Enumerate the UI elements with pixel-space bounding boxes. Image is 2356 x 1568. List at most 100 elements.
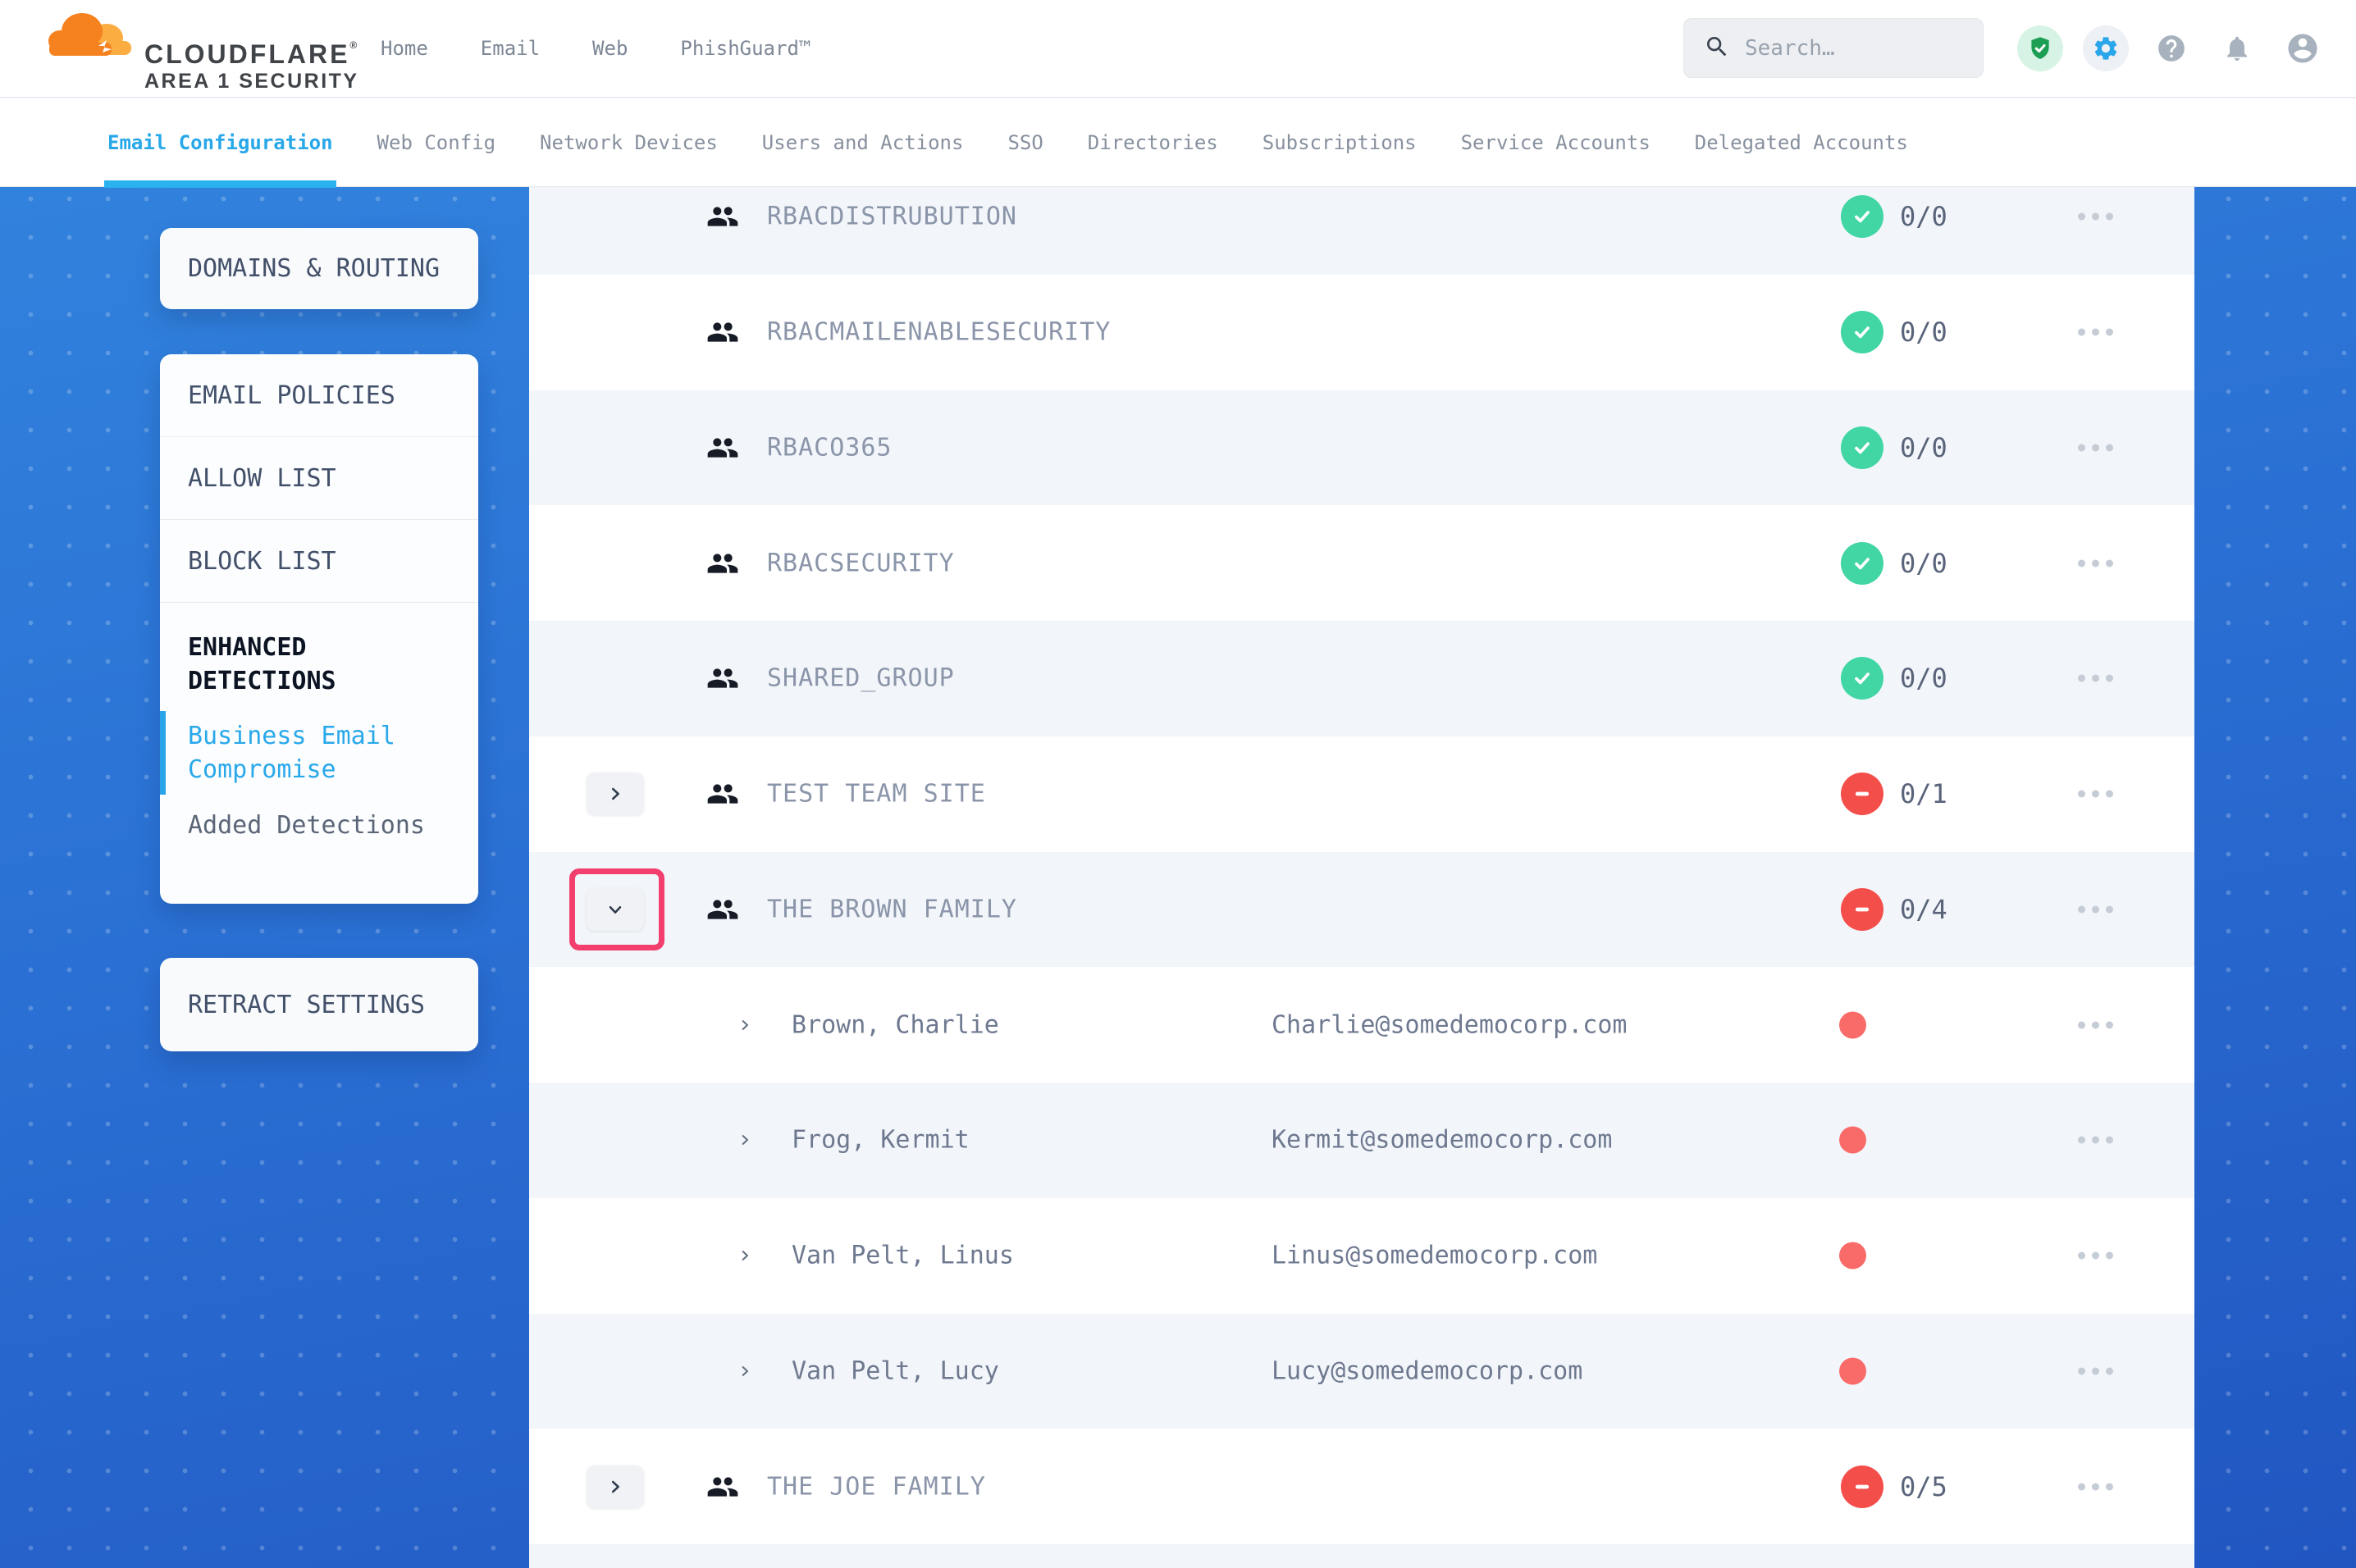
group-name: THE BROWN FAMILY <box>767 895 1017 924</box>
status-count: 0/4 <box>1900 893 1947 925</box>
shield-check-icon[interactable] <box>2017 25 2063 71</box>
row-menu-button[interactable] <box>2075 667 2116 691</box>
registered-mark: ® <box>349 39 358 51</box>
table-row: Brown, Charlie Charlie@somedemocorp.com <box>529 967 2194 1083</box>
expand-row-button[interactable] <box>587 773 644 816</box>
brand-title: CLOUDFLARE® <box>144 39 358 69</box>
row-menu-button[interactable] <box>2075 1475 2116 1498</box>
status-ok-badge <box>1841 426 1883 469</box>
member-name: Frog, Kermit <box>792 1125 970 1155</box>
nav-item-web[interactable]: Web <box>592 37 628 60</box>
sidebar-item-business-email-compromise[interactable]: Business Email Compromise <box>160 711 454 795</box>
chevron-right-icon[interactable] <box>737 1132 752 1148</box>
group-name: RBACDISTRUBUTION <box>767 202 1017 231</box>
nav-item-phishguard[interactable]: PhishGuard™ <box>680 37 811 60</box>
row-menu-button[interactable] <box>2075 1244 2116 1268</box>
member-email: Charlie@somedemocorp.com <box>1272 1010 1628 1040</box>
status-ok-badge <box>1841 541 1883 585</box>
row-menu-button[interactable] <box>2075 205 2116 229</box>
status-blocked-badge <box>1841 887 1883 931</box>
sidebar-item-email-policies[interactable]: EMAIL POLICIES <box>160 354 478 437</box>
table-row: RBACO365 0/0 <box>529 390 2194 506</box>
main-nav: Home Email Web PhishGuard™ <box>381 0 810 97</box>
row-menu-button[interactable] <box>2075 1128 2116 1152</box>
status-dot <box>1839 1357 1866 1385</box>
group-people-icon <box>706 203 739 230</box>
status-count: 0/5 <box>1900 1470 1947 1502</box>
member-name: Van Pelt, Linus <box>792 1241 1014 1270</box>
tab-network-devices[interactable]: Network Devices <box>540 130 718 154</box>
row-menu-button[interactable] <box>2075 1359 2116 1383</box>
status-count: 0/0 <box>1900 201 1947 233</box>
member-email: Linus@somedemocorp.com <box>1272 1241 1598 1270</box>
status-ok-badge <box>1841 195 1883 239</box>
groups-table: RBACDISTRUBUTION 0/0 RBACMAILENABLESECUR… <box>529 187 2194 1568</box>
tab-web-config[interactable]: Web Config <box>377 130 496 154</box>
status-count: 0/0 <box>1900 317 1947 349</box>
bell-icon[interactable] <box>2214 25 2260 71</box>
group-people-icon <box>706 780 739 808</box>
enhanced-detections-section: ENHANCED DETECTIONS Business Email Compr… <box>160 603 478 840</box>
row-menu-button[interactable] <box>2075 782 2116 806</box>
sidebar-label: Business Email Compromise <box>188 722 395 784</box>
user-avatar-icon[interactable] <box>2280 25 2326 71</box>
collapse-row-button[interactable] <box>587 887 644 931</box>
sidebar-item-added-detections[interactable]: Added Detections <box>188 811 454 840</box>
groups-table-panel: RBACDISTRUBUTION 0/0 RBACMAILENABLESECUR… <box>529 187 2194 1568</box>
nav-item-home[interactable]: Home <box>381 37 428 60</box>
row-menu-button[interactable] <box>2075 321 2116 344</box>
status-dot <box>1839 1242 1866 1269</box>
sidebar-item-allow-list[interactable]: ALLOW LIST <box>160 437 478 520</box>
row-menu-button[interactable] <box>2075 897 2116 921</box>
group-name: RBACO365 <box>767 433 893 463</box>
chevron-right-icon[interactable] <box>737 1247 752 1264</box>
tab-subscriptions[interactable]: Subscriptions <box>1262 130 1417 154</box>
status-blocked-badge <box>1841 1465 1883 1508</box>
table-row: SHARED_GROUP 0/0 <box>529 621 2194 736</box>
table-row-partial <box>529 1544 2194 1568</box>
chevron-right-icon[interactable] <box>737 1017 752 1033</box>
group-name: THE JOE FAMILY <box>767 1472 986 1502</box>
status-count: 0/0 <box>1900 431 1947 463</box>
member-email: Kermit@somedemocorp.com <box>1272 1125 1613 1155</box>
table-row: Van Pelt, Linus Linus@somedemocorp.com <box>529 1198 2194 1314</box>
status-ok-badge <box>1841 657 1883 700</box>
sidebar-label: RETRACT SETTINGS <box>188 990 425 1019</box>
row-menu-button[interactable] <box>2075 551 2116 575</box>
nav-item-email[interactable]: Email <box>480 37 541 60</box>
tab-users-and-actions[interactable]: Users and Actions <box>761 130 964 154</box>
gear-icon[interactable] <box>2083 25 2129 71</box>
row-menu-button[interactable] <box>2075 435 2116 459</box>
table-row: THE JOE FAMILY 0/5 <box>529 1429 2194 1544</box>
sidebar-item-retract-settings[interactable]: RETRACT SETTINGS <box>160 958 478 1051</box>
status-count: 0/1 <box>1900 778 1947 810</box>
search-box[interactable] <box>1683 18 1984 78</box>
search-icon <box>1704 34 1730 63</box>
sidebar-item-domains-routing[interactable]: DOMAINS & ROUTING <box>160 228 478 309</box>
member-email: Lucy@somedemocorp.com <box>1272 1356 1583 1386</box>
tab-service-accounts[interactable]: Service Accounts <box>1460 130 1651 154</box>
tab-directories[interactable]: Directories <box>1087 130 1218 154</box>
member-name: Van Pelt, Lucy <box>792 1356 999 1386</box>
row-menu-button[interactable] <box>2075 1013 2116 1037</box>
help-icon[interactable] <box>2148 25 2194 71</box>
sidebar-item-block-list[interactable]: BLOCK LIST <box>160 520 478 603</box>
group-people-icon <box>706 1473 739 1501</box>
table-row: RBACMAILENABLESECURITY 0/0 <box>529 275 2194 390</box>
expand-row-button[interactable] <box>587 1465 644 1508</box>
cloudflare-logo[interactable]: CLOUDFLARE® AREA 1 SECURITY <box>48 10 359 94</box>
sidebar-label: EMAIL POLICIES <box>188 381 395 410</box>
group-people-icon <box>706 318 739 346</box>
search-input[interactable] <box>1743 34 1952 62</box>
tab-sso[interactable]: SSO <box>1007 130 1043 154</box>
header-icon-cluster <box>2017 25 2326 71</box>
chevron-right-icon[interactable] <box>737 1363 752 1379</box>
tab-delegated-accounts[interactable]: Delegated Accounts <box>1694 130 1908 154</box>
group-name: RBACSECURITY <box>767 549 955 578</box>
tab-email-configuration[interactable]: Email Configuration <box>104 98 336 188</box>
table-row: TEST TEAM SITE 0/1 <box>529 736 2194 852</box>
status-ok-badge <box>1841 311 1883 354</box>
highlight-annotation-box <box>569 868 664 950</box>
table-row: RBACSECURITY 0/0 <box>529 505 2194 621</box>
table-row: RBACDISTRUBUTION 0/0 <box>529 187 2194 275</box>
